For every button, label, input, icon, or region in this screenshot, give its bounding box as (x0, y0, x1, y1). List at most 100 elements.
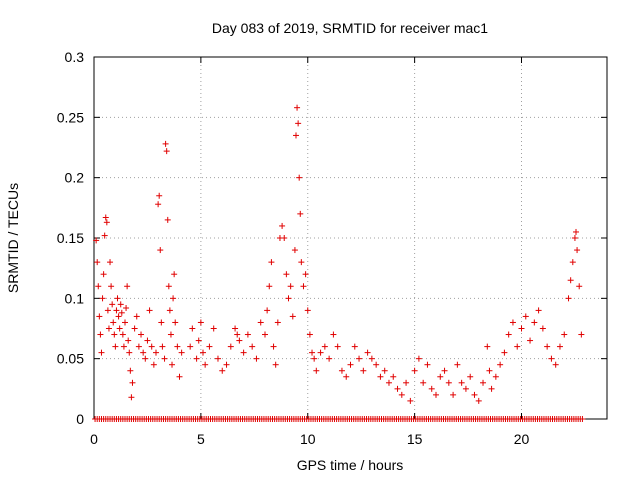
data-point (292, 132, 299, 139)
y-tick-label: 0.2 (65, 170, 85, 186)
data-point (138, 331, 145, 338)
axis-ticks (93, 56, 607, 420)
data-point (148, 343, 155, 350)
data-point (105, 325, 112, 332)
data-point (514, 343, 521, 350)
data-point (157, 247, 164, 254)
data-point (128, 394, 135, 401)
data-point (111, 331, 118, 338)
data-point (142, 355, 149, 362)
data-point (484, 343, 491, 350)
data-point (420, 379, 427, 386)
x-tick-label: 15 (407, 431, 423, 447)
data-point (119, 331, 126, 338)
data-point (125, 337, 132, 344)
data-point (170, 295, 177, 302)
data-point (373, 361, 380, 368)
data-point (285, 295, 292, 302)
data-point (227, 343, 234, 350)
data-point (287, 283, 294, 290)
data-point (253, 355, 260, 362)
data-point (360, 367, 367, 374)
data-point (112, 343, 119, 350)
chart-title: Day 083 of 2019, SRMTID for receiver mac… (212, 20, 488, 36)
data-point (150, 361, 157, 368)
data-point (567, 277, 574, 284)
y-axis-label: SRMTID / TECUs (5, 183, 21, 293)
data-point (107, 259, 114, 266)
data-point (295, 120, 302, 127)
data-point (99, 295, 106, 302)
data-point (97, 331, 104, 338)
data-point (197, 319, 204, 326)
data-point (129, 379, 136, 386)
data-points (92, 104, 586, 422)
data-point (232, 325, 239, 332)
data-point (565, 295, 572, 302)
data-point (407, 397, 414, 404)
x-tick-label: 0 (90, 431, 98, 447)
data-point (294, 104, 301, 111)
data-point (298, 259, 305, 266)
data-point (102, 214, 109, 221)
data-point (140, 349, 147, 356)
data-point (441, 367, 448, 374)
data-point (501, 349, 508, 356)
data-point (381, 367, 388, 374)
data-point (283, 271, 290, 278)
data-point (428, 385, 435, 392)
data-point (433, 391, 439, 398)
data-point (296, 174, 303, 181)
data-point (108, 283, 115, 290)
data-point (471, 391, 478, 398)
data-point (93, 237, 100, 244)
data-point (165, 283, 172, 290)
data-point (313, 367, 320, 374)
data-point (351, 343, 358, 350)
data-point (114, 295, 121, 302)
data-point (174, 343, 181, 350)
y-tick-label: 0.3 (65, 49, 85, 65)
data-point (98, 349, 105, 356)
data-point (95, 283, 102, 290)
data-point (338, 367, 345, 374)
data-point (411, 367, 418, 374)
data-point (189, 325, 196, 332)
data-point (326, 355, 333, 362)
data-point (356, 355, 363, 362)
data-point (368, 355, 375, 362)
grid-lines (94, 57, 607, 419)
data-point (176, 373, 183, 380)
data-point (454, 361, 461, 368)
data-point (450, 391, 457, 398)
data-point (167, 331, 174, 338)
data-point (437, 373, 444, 380)
data-point (573, 228, 580, 235)
data-point (270, 343, 277, 350)
data-point (300, 283, 307, 290)
data-point (109, 301, 116, 308)
data-point (144, 337, 151, 344)
data-point (116, 325, 123, 332)
data-point (266, 283, 273, 290)
data-point (240, 349, 247, 356)
x-tick-label: 5 (197, 431, 205, 447)
x-axis-label: GPS time / hours (297, 457, 404, 473)
data-point (117, 301, 124, 308)
data-point (556, 343, 563, 350)
data-point (306, 331, 313, 338)
data-point (571, 235, 578, 241)
data-point (467, 373, 474, 380)
y-tick-label: 0.05 (57, 351, 84, 367)
y-tick-labels: 0 0.05 0.1 0.15 0.2 0.25 0.3 (57, 49, 84, 427)
data-point (172, 319, 179, 326)
data-point (281, 235, 288, 241)
data-point (309, 349, 316, 356)
data-point (164, 216, 171, 223)
data-point (115, 313, 122, 320)
y-tick-label: 0.25 (57, 109, 84, 125)
data-point (206, 343, 213, 350)
data-point (302, 271, 309, 278)
x-tick-labels: 0 5 10 15 20 (90, 431, 529, 447)
data-point (488, 385, 495, 392)
